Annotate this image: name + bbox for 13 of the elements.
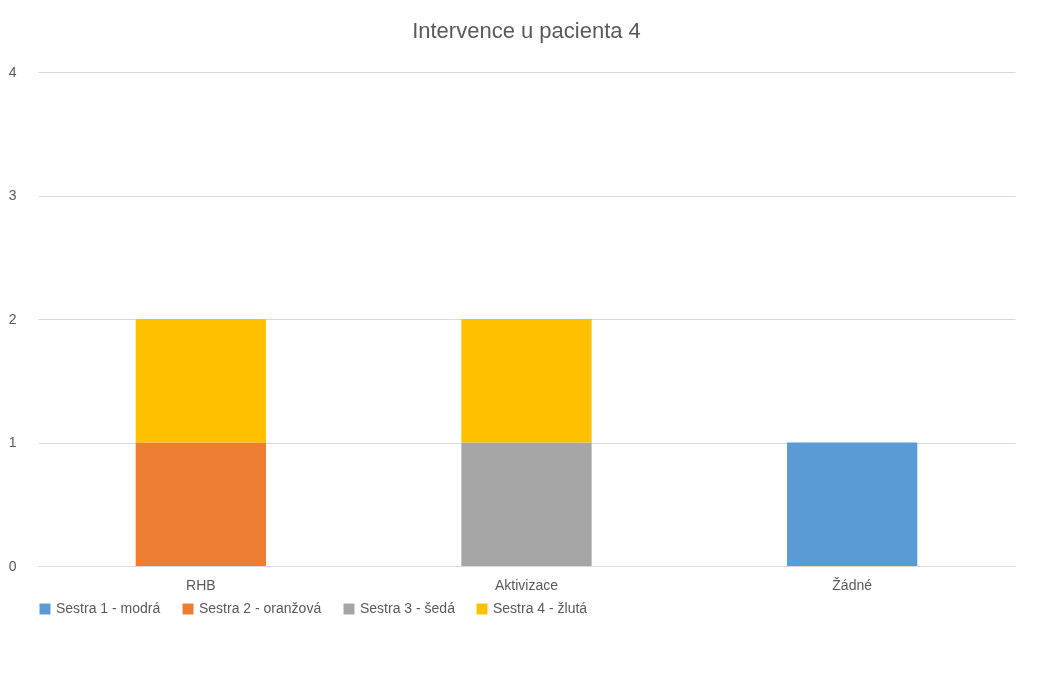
x-tick-label: Žádné [832, 576, 873, 593]
legend-label: Sestra 3 - šedá [360, 600, 456, 616]
x-tick-label: RHB [186, 576, 216, 593]
chart-title: Intervence u pacienta 4 [412, 18, 641, 43]
y-tick-label: 4 [8, 63, 17, 80]
legend-label: Sestra 2 - oranžová [199, 600, 322, 616]
legend-label: Sestra 4 - žlutá [493, 600, 588, 616]
legend-label: Sestra 1 - modrá [56, 600, 161, 616]
y-tick-label: 1 [8, 434, 17, 450]
y-tick-label: 2 [8, 310, 17, 327]
y-tick-label: 3 [8, 187, 17, 203]
x-tick-label: Aktivizace [494, 576, 559, 593]
y-tick-label: 0 [8, 557, 17, 574]
